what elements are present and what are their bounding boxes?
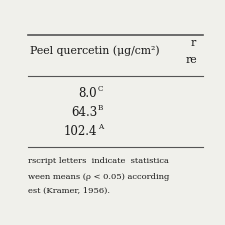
Text: ween means (ρ < 0.05) according: ween means (ρ < 0.05) according xyxy=(28,173,169,181)
Text: est (Kramer, 1956).: est (Kramer, 1956). xyxy=(28,187,110,195)
Text: 102.4: 102.4 xyxy=(63,125,97,138)
Text: re: re xyxy=(185,55,197,65)
Text: rscript letters  indicate  statistica: rscript letters indicate statistica xyxy=(28,157,169,165)
Text: C: C xyxy=(98,85,103,92)
Text: 64.3: 64.3 xyxy=(71,106,97,119)
Text: Peel quercetin (μg/cm²): Peel quercetin (μg/cm²) xyxy=(29,45,159,56)
Text: A: A xyxy=(98,123,103,131)
Text: 8.0: 8.0 xyxy=(78,87,97,100)
Text: B: B xyxy=(98,104,103,112)
Text: r: r xyxy=(190,38,196,48)
